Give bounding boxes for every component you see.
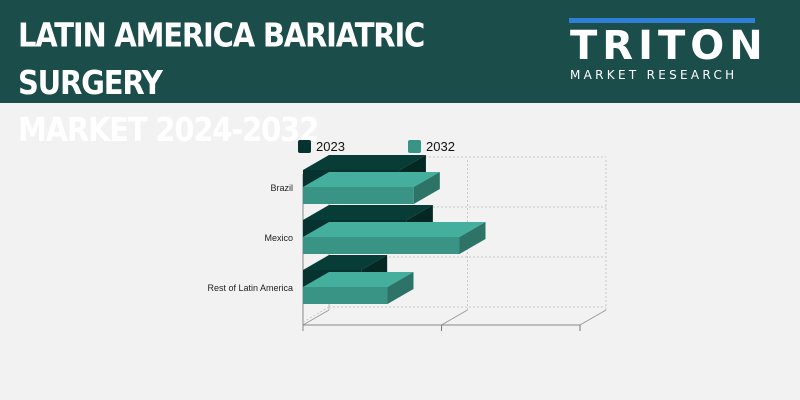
bar-2032-rest-of-latin-america xyxy=(303,272,414,304)
legend-label-2023: 2023 xyxy=(316,139,345,154)
gridline-depth xyxy=(302,306,330,323)
title-line-1: LATIN AMERICA BARIATRIC SURGERY xyxy=(18,16,425,102)
legend-swatch-2023 xyxy=(298,140,311,153)
triton-logo: TRITON MARKET RESEARCH xyxy=(565,18,765,88)
bar-top-face xyxy=(303,222,486,237)
bar-front-face xyxy=(303,187,414,204)
bar-side-face xyxy=(413,172,440,204)
legend-label-2032: 2032 xyxy=(426,139,455,154)
bar-top-face xyxy=(303,155,426,170)
bar-top-face xyxy=(303,255,388,270)
header-banner: LATIN AMERICA BARIATRIC SURGERY MARKET 2… xyxy=(0,0,800,149)
bar-front-face xyxy=(303,287,388,304)
category-label: Brazil xyxy=(270,183,293,193)
bar-top-face xyxy=(303,272,414,287)
page-title: LATIN AMERICA BARIATRIC SURGERY MARKET 2… xyxy=(18,12,488,153)
bar-front-face xyxy=(303,237,460,254)
bar-side-face xyxy=(459,222,486,254)
bar-side-face xyxy=(387,272,414,304)
title-line-2: MARKET 2024-2032 xyxy=(18,110,319,149)
bar-2032-brazil xyxy=(303,172,440,204)
logo-subtitle: MARKET RESEARCH xyxy=(570,68,738,82)
floor-depth-line xyxy=(579,309,607,326)
category-label: Rest of Latin America xyxy=(207,283,293,293)
logo-wordmark: TRITON xyxy=(570,23,768,69)
bar-2032-mexico xyxy=(303,222,486,254)
floor-depth-line xyxy=(441,309,468,326)
bar-top-face xyxy=(303,205,433,220)
legend-swatch-2032 xyxy=(408,140,421,153)
floor-depth-line xyxy=(302,309,330,326)
category-label: Mexico xyxy=(264,233,293,243)
bar-top-face xyxy=(303,172,440,187)
logo-accent-bar xyxy=(569,18,755,23)
